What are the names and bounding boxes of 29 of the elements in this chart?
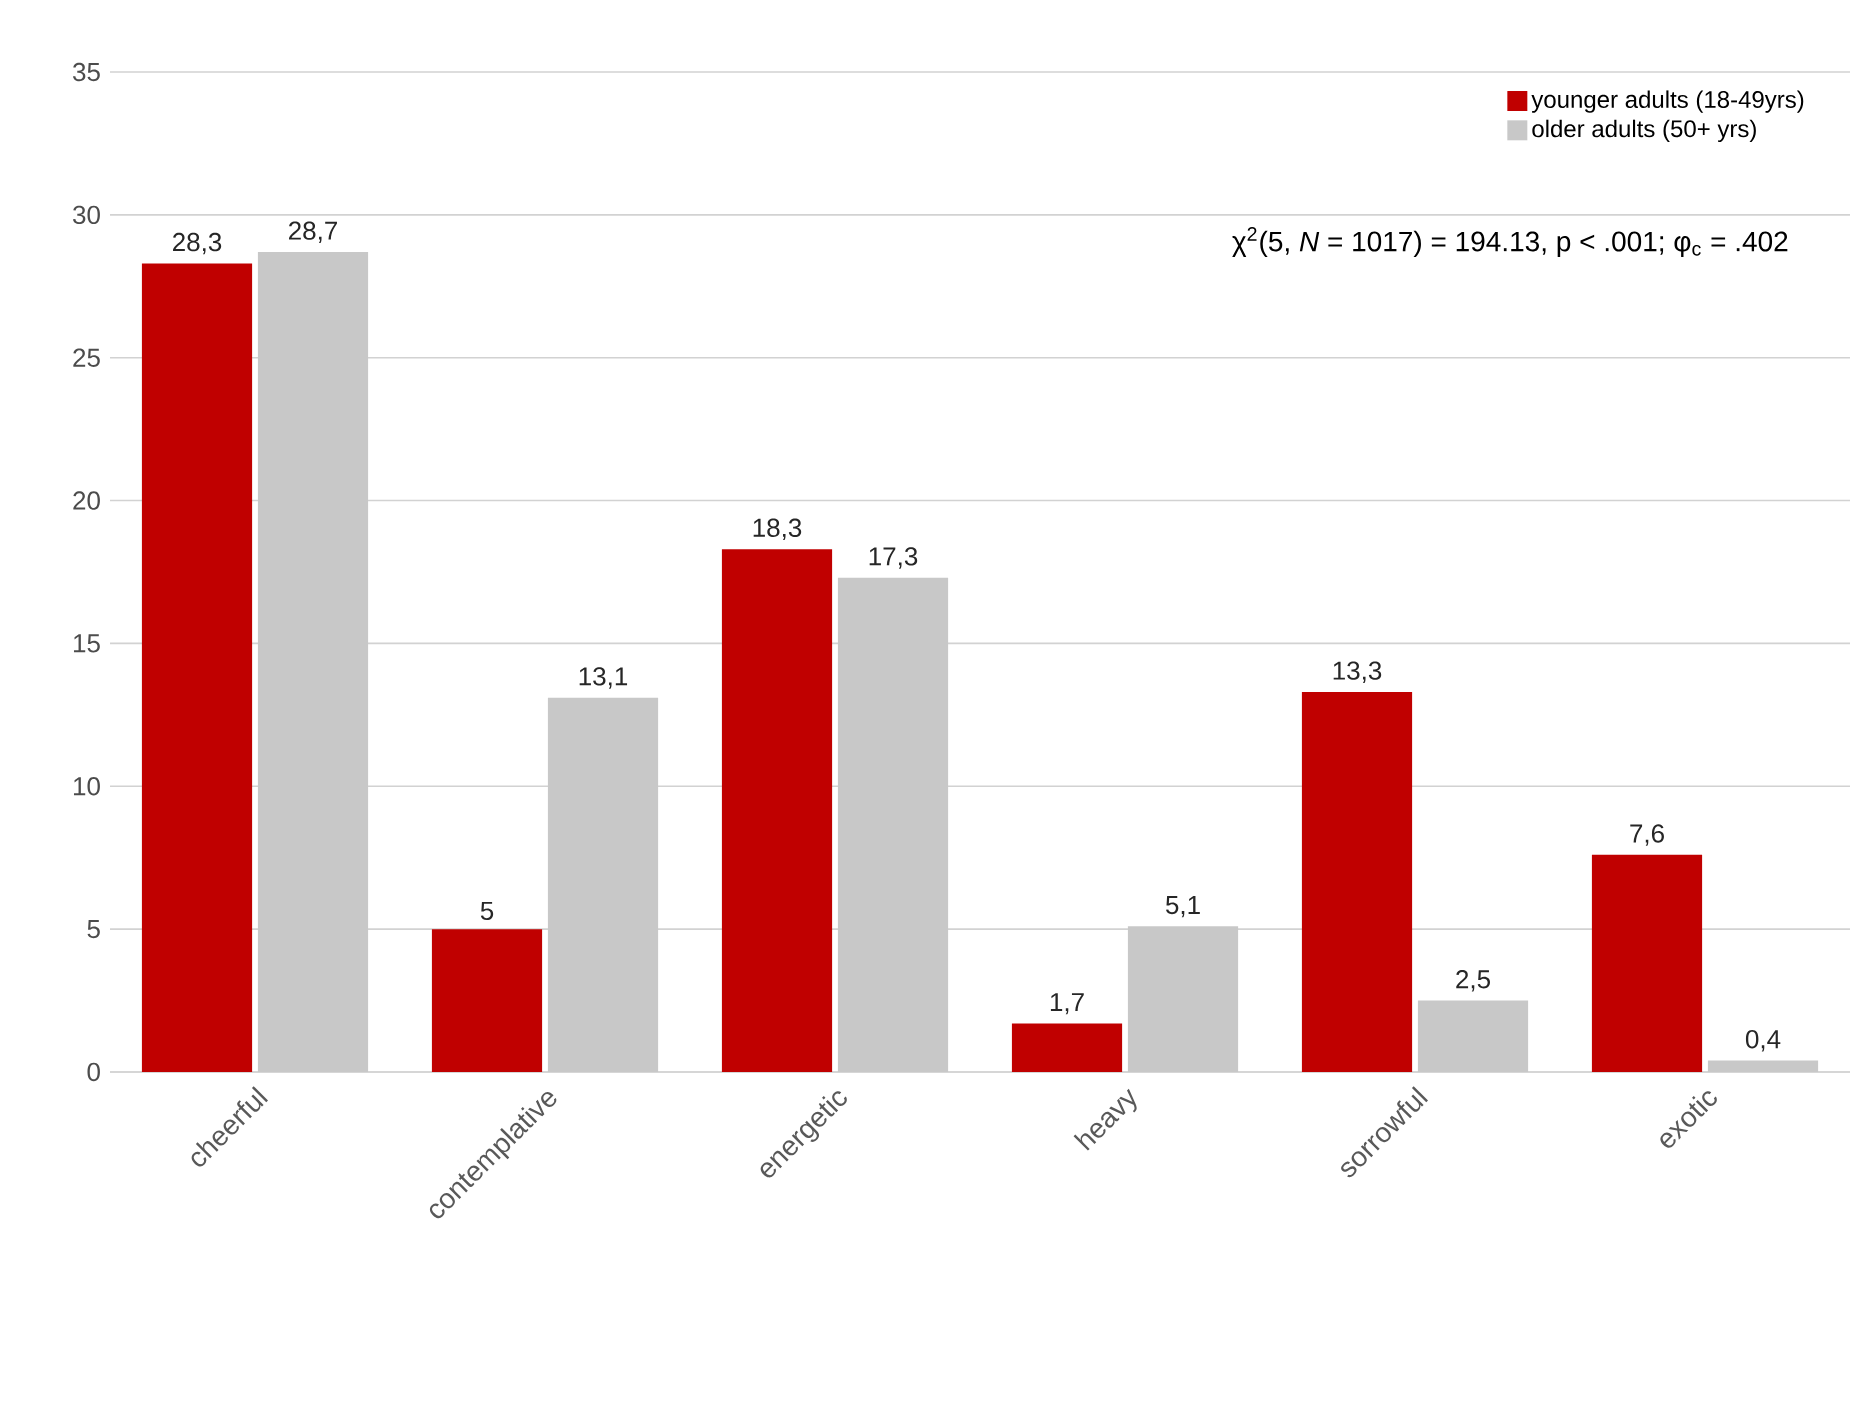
data-label: 5 (480, 901, 494, 921)
y-tick-label: 0 (87, 1062, 100, 1082)
bar (1011, 1023, 1123, 1072)
data-label: 7,6 (1630, 824, 1664, 846)
data-label: 1,7 (1050, 993, 1084, 1015)
data-label: 28,7 (289, 221, 337, 243)
data-label: 5,1 (1165, 896, 1200, 918)
y-tick-label: 5 (87, 920, 100, 939)
data-label: 13,1 (579, 667, 628, 689)
bar (141, 263, 253, 1072)
data-label: 18,3 (753, 518, 802, 541)
bar (1301, 691, 1413, 1072)
bar (721, 549, 833, 1072)
data-label: 28,3 (173, 232, 222, 255)
annotation: χ$^{2}$(5, N = 1017) = 194.13, p < .001; φ$_{c}$ = .402 (1232, 227, 1788, 257)
y-tick-label: 10 (74, 777, 100, 796)
legend-label: younger adults (18-49yrs) (1531, 90, 1804, 113)
bar (431, 929, 543, 1072)
data-label: 17,3 (869, 547, 918, 569)
data-label: 13,3 (1333, 661, 1382, 683)
y-tick-label: 35 (73, 62, 100, 82)
y-tick-label: 25 (73, 348, 100, 367)
data-label: 0,4 (1745, 1030, 1781, 1052)
y-tick-label: 20 (73, 491, 100, 510)
bar (1591, 854, 1703, 1072)
y-tick-label: 15 (74, 634, 100, 653)
y-tick-label: 30 (73, 205, 100, 225)
data-label: 2,5 (1456, 970, 1490, 992)
legend-label: older adults (50+ yrs) (1532, 119, 1756, 143)
